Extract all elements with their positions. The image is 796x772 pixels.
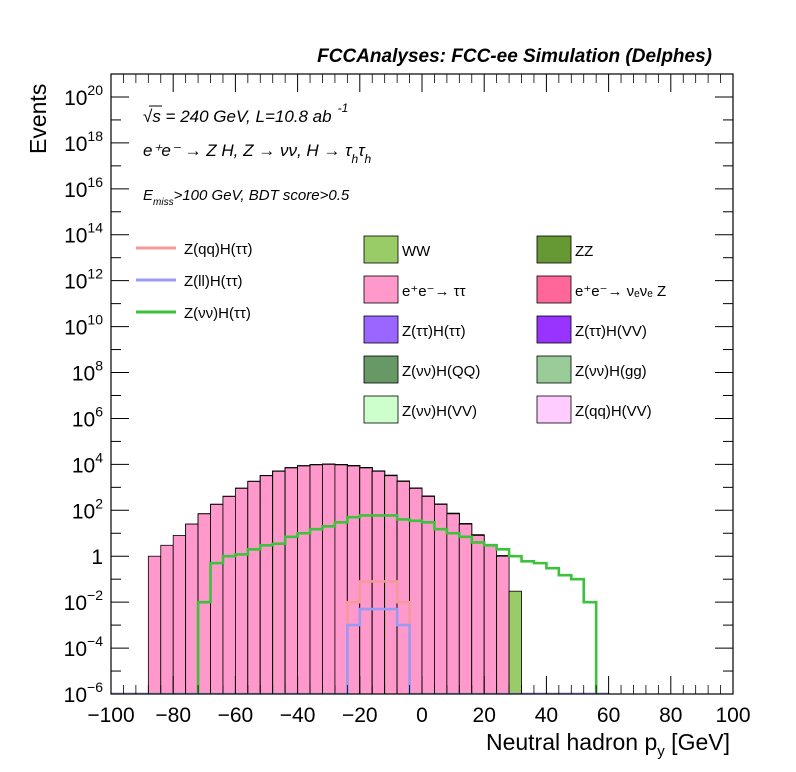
y-tick-label: 104 bbox=[72, 449, 103, 477]
annotation-energy: √s = 240 GeV, L=10.8 ab -1 bbox=[143, 101, 348, 126]
bar-0-13 bbox=[272, 470, 286, 694]
legend-box-label: Z(ττ)H(VV) bbox=[575, 323, 647, 340]
legend-line-label: Z(ll)H(ττ) bbox=[184, 273, 243, 290]
bar-0-16 bbox=[309, 464, 323, 694]
bar-0-14 bbox=[284, 467, 299, 694]
legend-box-label: Z(ττ)H(ττ) bbox=[402, 323, 466, 340]
x-tick-label: 20 bbox=[473, 704, 496, 727]
x-tick-label: −80 bbox=[155, 704, 191, 727]
bar-0-31 bbox=[496, 555, 510, 694]
bar-0-6 bbox=[185, 523, 199, 694]
annotation-cuts: Emiss>100 GeV, BDT score>0.5 bbox=[143, 187, 350, 208]
legend-box-swatch bbox=[536, 235, 572, 264]
bar-0-19 bbox=[346, 465, 361, 694]
line-series-0 bbox=[111, 514, 609, 694]
y-tick-label: 10−2 bbox=[64, 587, 104, 615]
bar-0-22 bbox=[384, 475, 398, 694]
legend-box-label: ZZ bbox=[575, 243, 593, 260]
legend-line-label: Z(νν)H(ττ) bbox=[184, 305, 251, 322]
bar-0-15 bbox=[297, 465, 311, 694]
y-tick-labels: 10−6 10−4 10−2 1 102 104 106 108 1010 1012 1014 101… bbox=[64, 82, 104, 707]
legend-box-label: e⁺e⁻→ ττ bbox=[402, 283, 466, 300]
overlay-lines bbox=[111, 514, 609, 694]
x-tick-labels: −100 −80 −60 −40 −20 0 20 40 60 80 100 bbox=[87, 704, 750, 727]
bar-0-24 bbox=[409, 487, 423, 694]
line-series-1 bbox=[111, 580, 609, 694]
legend-box-swatch bbox=[536, 395, 572, 424]
line-series-2 bbox=[111, 607, 609, 694]
x-tick-label: 40 bbox=[535, 704, 558, 727]
legend-box-label: WW bbox=[402, 243, 431, 260]
y-tick-label: 1016 bbox=[64, 174, 103, 202]
bar-0-3 bbox=[147, 555, 162, 694]
legend-box-label: Z(νν)H(gg) bbox=[575, 363, 647, 380]
legend-box-swatch bbox=[363, 355, 399, 384]
legend-box-label: Z(νν)H(VV) bbox=[402, 403, 477, 420]
x-tick-label: −20 bbox=[342, 704, 378, 727]
legend-box-swatch bbox=[363, 235, 399, 264]
bar-0-25 bbox=[421, 496, 435, 694]
bar-0-9 bbox=[222, 496, 236, 694]
bar-0-10 bbox=[234, 487, 249, 694]
x-tick-label: 60 bbox=[597, 704, 620, 727]
y-tick-label: 106 bbox=[72, 403, 103, 431]
chart-title: FCCAnalyses: FCC-ee Simulation (Delphes) bbox=[317, 46, 712, 67]
bar-0-26 bbox=[434, 504, 448, 694]
x-tick-label: 80 bbox=[659, 704, 682, 727]
legend-box-label: e⁺e⁻→ νₑνₑ Z bbox=[575, 283, 666, 300]
x-axis-label: Neutral hadron py [GeV] bbox=[486, 729, 730, 760]
stacked-bars bbox=[147, 463, 522, 694]
y-tick-label: 1014 bbox=[64, 220, 103, 248]
y-tick-label: 108 bbox=[72, 358, 103, 386]
bar-1-32 bbox=[508, 590, 522, 694]
legend-box-swatch bbox=[536, 315, 572, 344]
y-tick-label: 1018 bbox=[64, 128, 103, 156]
bar-0-4 bbox=[160, 544, 174, 694]
y-tick-label: 10−4 bbox=[64, 633, 104, 661]
legend-box-swatch bbox=[536, 355, 572, 384]
bar-0-18 bbox=[334, 464, 348, 694]
bar-0-5 bbox=[172, 535, 187, 694]
bar-0-29 bbox=[471, 535, 485, 694]
y-axis-label: Events bbox=[25, 84, 51, 154]
bar-0-8 bbox=[210, 504, 224, 694]
legend-box-label: Z(νν)H(QQ) bbox=[402, 363, 480, 380]
bar-0-12 bbox=[259, 475, 274, 694]
x-tick-label: 100 bbox=[715, 704, 750, 727]
bar-0-23 bbox=[396, 481, 410, 694]
y-tick-label: 102 bbox=[72, 495, 103, 523]
legend-box-swatch bbox=[363, 275, 399, 304]
bar-0-27 bbox=[446, 513, 460, 694]
legend-box-swatch bbox=[363, 395, 399, 424]
axis-ticks bbox=[110, 73, 734, 695]
bar-0-28 bbox=[458, 523, 473, 694]
legend-box-swatch bbox=[363, 315, 399, 344]
x-tick-label: −40 bbox=[280, 704, 316, 727]
legend-box-label: Z(qq)H(VV) bbox=[575, 403, 652, 420]
y-tick-label: 1 bbox=[91, 546, 103, 569]
y-tick-label: 10−6 bbox=[64, 679, 104, 707]
y-tick-label: 1010 bbox=[64, 312, 103, 340]
bar-0-30 bbox=[483, 544, 498, 694]
legend: Z(qq)H(ττ) Z(ll)H(ττ) Z(νν)H(ττ) WW ZZ e⁺e⁻→ … bbox=[136, 235, 666, 424]
legend-line-label: Z(qq)H(ττ) bbox=[184, 241, 253, 258]
annotation-process: e⁺e⁻ → Z H, Z → νν, H → τhτh bbox=[143, 141, 372, 166]
x-tick-label: −100 bbox=[87, 704, 134, 727]
legend-box-swatch bbox=[536, 275, 572, 304]
y-tick-label: 1012 bbox=[64, 266, 103, 294]
bar-0-7 bbox=[197, 513, 211, 694]
x-tick-label: −60 bbox=[218, 704, 254, 727]
bar-0-17 bbox=[322, 463, 336, 694]
bar-0-11 bbox=[247, 481, 261, 694]
x-tick-label: 0 bbox=[416, 704, 428, 727]
y-tick-label: 1020 bbox=[64, 82, 103, 110]
